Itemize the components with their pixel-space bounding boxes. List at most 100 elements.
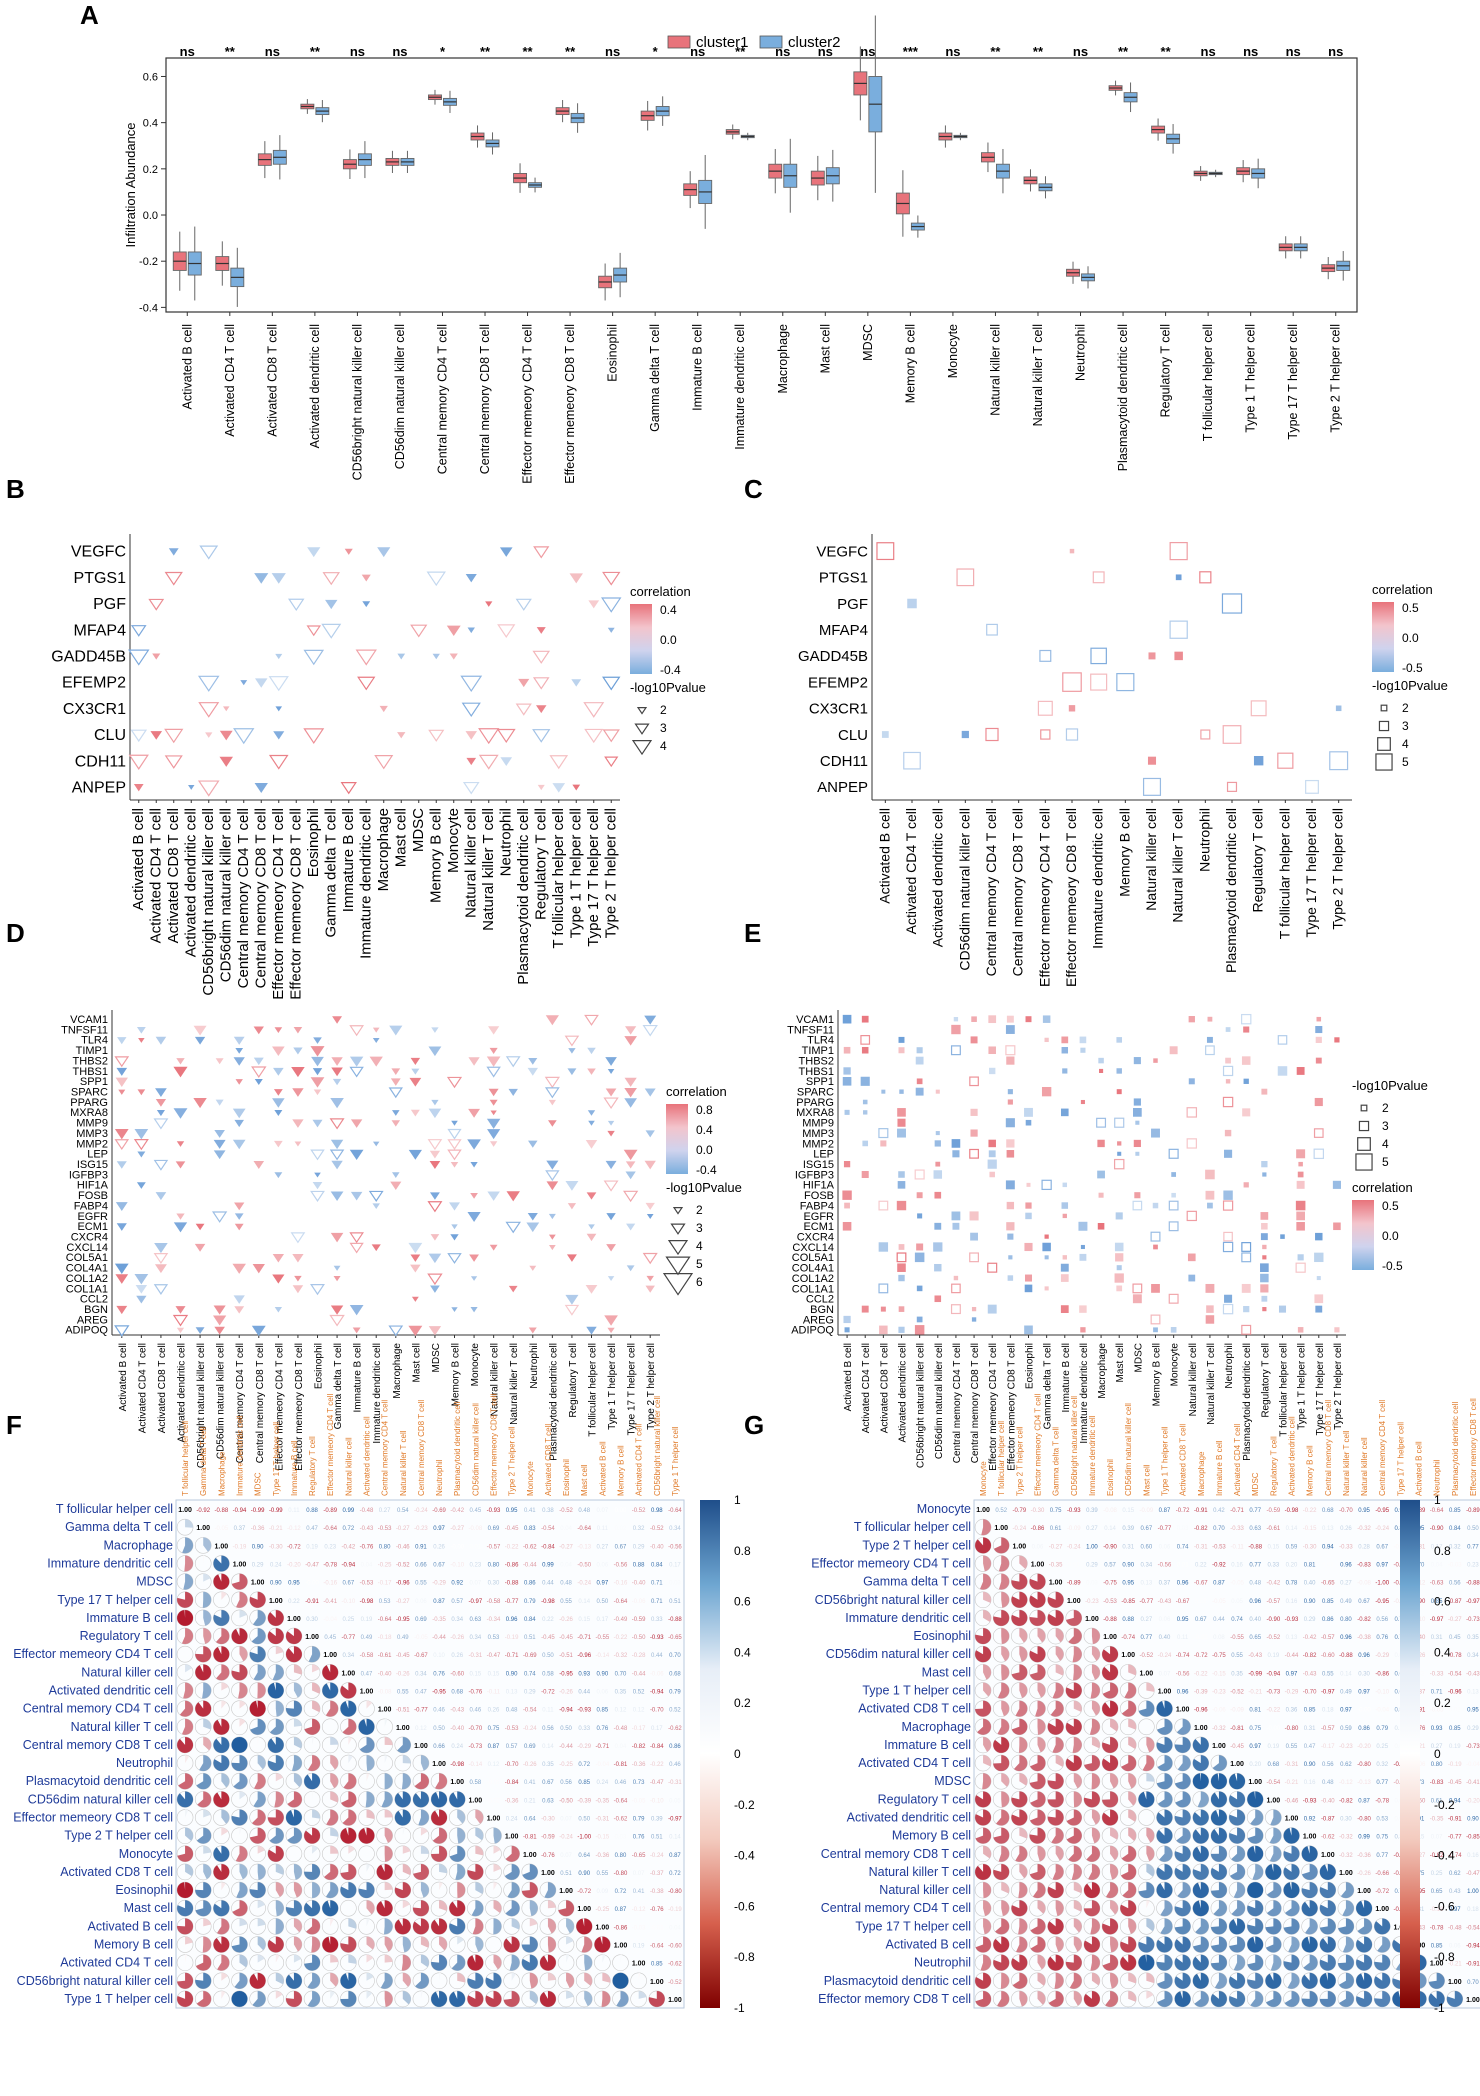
upper-cell-value: 0.34 [1467,1653,1479,1659]
upper-cell-value: -0.69 [523,1653,537,1659]
upper-cell-value: -0.40 [650,1544,664,1550]
pie-wedge [493,1918,502,1935]
significance-label: ** [522,44,533,59]
pie-wedge [1120,1954,1137,1971]
pie-wedge [493,1882,498,1891]
upper-cell-value: -0.57 [1321,1635,1335,1641]
upper-cell-value: -0.89 [323,1508,337,1514]
pie-wedge [275,1882,284,1897]
upper-cell-value: 0.10 [433,1653,445,1659]
pie-wedge [177,1791,194,1808]
pie-wedge [1446,1990,1463,2007]
triangle-marker [213,1139,226,1149]
x-tick-label-a: Plasmacytoid dendritic cell [1116,324,1130,471]
pie-outline [358,1772,375,1790]
pie-wedge [521,1936,538,1953]
triangle-marker [234,1306,245,1314]
row-label: ISG15 [77,1159,108,1171]
upper-cell-value: 0.01 [1068,1563,1080,1569]
triangle-marker [411,1296,419,1302]
triangle-marker [274,1306,283,1313]
pie-wedge [287,1827,302,1844]
diagonal-value: 1.00 [1357,1888,1371,1895]
pie-wedge [182,1537,194,1554]
pie-wedge [457,1972,466,1983]
upper-cell-value: 0.13 [1286,1635,1298,1641]
upper-cell-value: 0.45 [1449,1635,1461,1641]
triangle-marker [429,1161,441,1170]
triangle-marker [450,1161,459,1168]
column-label: CD56dim natural killer cell [956,808,972,971]
pie-wedge [1012,1972,1028,1989]
upper-cell-value: -0.21 [269,1526,283,1532]
diagonal-value: 1.00 [632,1961,646,1968]
pie-wedge [394,1918,411,1935]
triangle-marker [602,571,621,586]
square-marker [1097,1170,1105,1179]
row-label: Regulatory T cell [80,1629,173,1643]
triangle-marker [254,573,269,584]
row-label: FABP4 [74,1200,108,1212]
pie-wedge [239,1609,247,1618]
upper-cell-value: -0.43 [1303,1671,1317,1677]
triangle-marker [604,756,619,768]
upper-cell-value: -0.08 [1103,1508,1117,1514]
upper-cell-value: -0.52 [650,1526,664,1532]
upper-cell-value: 0.44 [651,1653,663,1659]
pie-wedge [1302,1863,1318,1880]
pie-wedge [1068,1628,1082,1645]
triangle-marker [607,1276,615,1282]
pie-wedge [977,1718,992,1735]
square-marker [878,1128,889,1139]
square-marker [1222,1065,1234,1077]
pie-wedge [1047,1609,1064,1626]
pie-wedge [493,1827,502,1844]
square-marker [1315,1305,1323,1313]
pie-wedge [1102,1809,1119,1826]
pie-wedge [420,1882,429,1898]
upper-cell-value: -0.62 [668,1962,682,1968]
upper-cell-value: 0.29 [252,1563,264,1569]
square-marker [1187,1253,1196,1262]
row-label: Effector memory CD8 T cell [818,1992,971,2006]
triangle-marker [587,1047,596,1055]
upper-cell-value: 0.50 [560,1726,572,1732]
upper-cell-value: -0.62 [614,1817,628,1823]
pie-wedge [221,1809,230,1824]
pie-wedge [503,1990,520,2007]
pie-wedge [185,1827,194,1841]
upper-cell-value: 0.27 [1086,1526,1098,1532]
diagonal-value: 1.00 [487,1816,501,1823]
triangle-marker [470,1307,478,1313]
upper-cell-value: -0.98 [1285,1508,1299,1514]
square-marker [1005,1025,1015,1034]
square-marker [1243,1305,1250,1313]
pie-wedge [1037,1718,1046,1735]
column-label: Effector memeory CD4 T cell [326,1394,335,1496]
square-marker [1042,1015,1051,1023]
upper-cell-value: -0.12 [1339,1780,1353,1786]
upper-cell-value: -0.12 [632,1907,646,1913]
triangle-marker [372,1203,380,1210]
pie-wedge [1065,1682,1082,1699]
square-marker [1114,1242,1124,1252]
pie-wedge [993,1609,1010,1626]
triangle-marker [272,1046,285,1057]
row-label: Natural killer T cell [869,1865,971,1879]
square-marker [898,1047,905,1054]
pie-wedge [457,1882,466,1899]
triangle-marker [431,1099,439,1106]
upper-cell-value: 0.46 [669,1762,681,1768]
pie-wedge [1269,1845,1282,1862]
triangle-marker [379,705,388,713]
upper-cell-value: 0.29 [1304,1617,1316,1623]
triangle-marker [254,678,268,688]
pie-wedge [1305,1918,1318,1935]
triangle-marker [118,1089,126,1095]
upper-cell-value: -0.56 [614,1563,628,1569]
significance-label: ns [775,44,790,59]
pie-wedge [413,1863,429,1880]
column-label: Natural killer T cell [399,1430,408,1496]
pie-wedge [1230,1863,1246,1880]
triangle-marker [447,1149,462,1161]
